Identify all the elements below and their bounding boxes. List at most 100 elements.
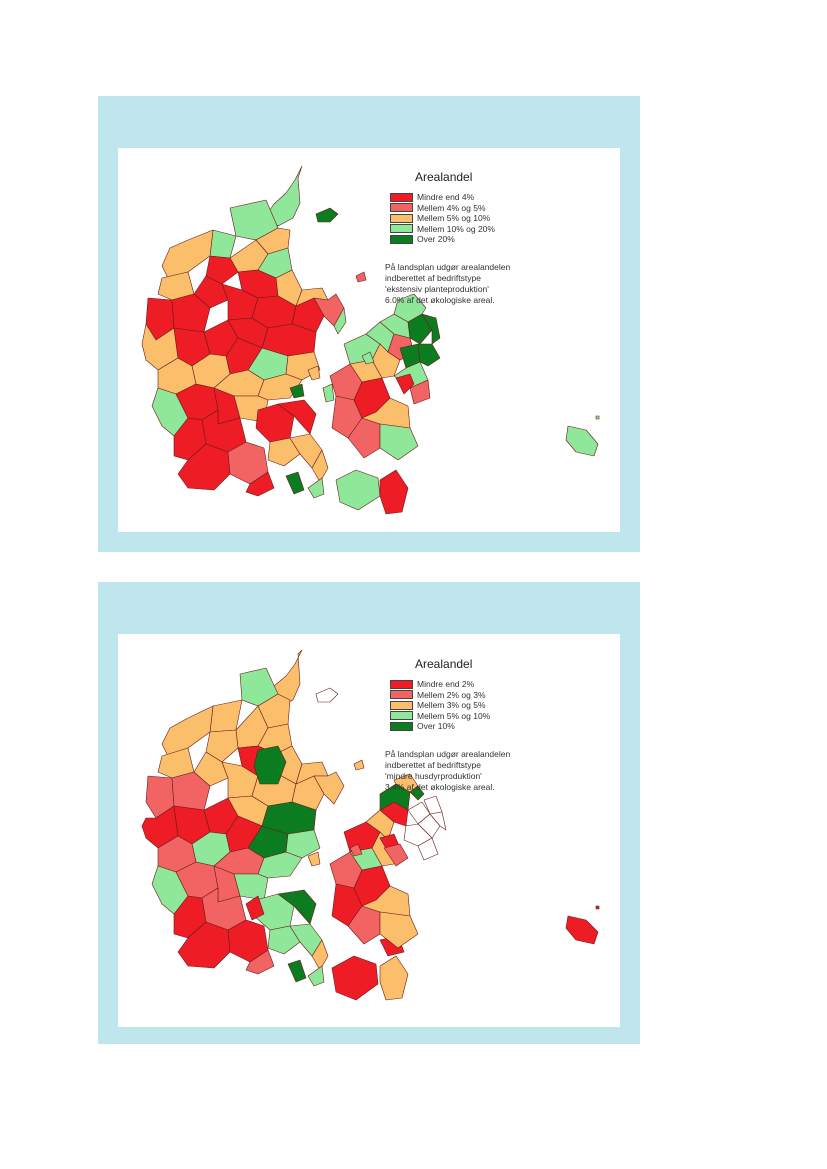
region-mors	[205, 729, 239, 763]
map-card-2: Arealandel Mindre end 2% Mellem 2% og 3%…	[118, 634, 620, 1027]
region-fyn-3	[267, 437, 301, 467]
region-thy	[161, 705, 214, 757]
note-line: 6.0% af det økologiske areal.	[385, 295, 495, 305]
region-falster	[379, 955, 409, 1001]
note-line: indberettet af bedriftstype	[385, 760, 481, 770]
region-aero	[307, 965, 325, 987]
legend-swatch	[390, 679, 413, 689]
note-line: 'mindre husdyrproduktion'	[385, 771, 482, 781]
legend-item: Mellem 5% og 10%	[390, 711, 490, 722]
region-bornholm	[565, 915, 599, 945]
legend-swatch	[390, 700, 413, 710]
region-aero	[307, 477, 325, 499]
region-djursland-3	[313, 771, 345, 805]
region-west-2	[171, 293, 211, 333]
region-south-6	[177, 443, 231, 491]
legend-label: Mellem 5% og 10%	[417, 710, 491, 721]
legend-label: Mellem 2% og 3%	[417, 689, 486, 700]
region-zealand-ne-3	[409, 379, 431, 405]
legend-label: Mellem 10% og 20%	[417, 223, 495, 234]
region-laeso	[315, 207, 339, 223]
map-card-1: Arealandel Mindre end 4% Mellem 4% og 5%…	[118, 148, 620, 532]
note-line: 'ekstensiv planteproduktion'	[385, 284, 489, 294]
region-christianso	[595, 905, 600, 910]
map-note: På landsplan udgør arealandelen indberet…	[385, 262, 565, 306]
region-anholt	[353, 759, 365, 771]
choropleth-map-2	[141, 649, 600, 1001]
legend-item: Mellem 2% og 3%	[390, 690, 490, 701]
region-zealand-south	[379, 423, 419, 461]
region-mors	[205, 255, 239, 285]
region-aarhus-area	[253, 745, 287, 785]
legend: Mindre end 4% Mellem 4% og 5% Mellem 5% …	[390, 192, 495, 245]
legend-swatch	[390, 192, 413, 202]
legend-item: Mindre end 2%	[390, 679, 490, 690]
region-samso	[307, 365, 321, 381]
note-line: På landsplan udgør arealandelen	[385, 262, 511, 272]
legend-swatch	[390, 213, 413, 223]
region-samso	[307, 851, 321, 867]
region-north-3	[209, 229, 237, 259]
region-fyn-small	[287, 959, 307, 983]
region-south-8	[245, 471, 275, 497]
region-anholt	[355, 271, 367, 283]
region-fyn-2	[277, 399, 317, 435]
note-line: indberettet af bedriftstype	[385, 273, 481, 283]
choropleth-map-1	[141, 165, 600, 515]
region-lolland	[331, 955, 379, 1001]
region-zealand-ne-7	[417, 343, 441, 367]
region-bornholm	[565, 425, 599, 457]
region-fyn-5	[311, 939, 329, 971]
legend-item: Over 20%	[390, 234, 495, 245]
legend: Mindre end 2% Mellem 2% og 3% Mellem 3% …	[390, 679, 490, 732]
legend-item: Over 10%	[390, 721, 490, 732]
region-north-zealand-1	[383, 843, 409, 867]
legend-item: Mellem 5% og 10%	[390, 213, 495, 224]
region-west-2	[171, 771, 211, 811]
region-lolland	[335, 469, 381, 511]
map-panel-1: Arealandel Mindre end 4% Mellem 4% og 5%…	[98, 96, 640, 552]
region-south-6	[177, 921, 231, 969]
legend-label: Mellem 5% og 10%	[417, 213, 491, 224]
region-zealand-ne-8	[395, 373, 415, 395]
legend-item: Mellem 3% og 5%	[390, 700, 490, 711]
legend-swatch	[390, 721, 413, 731]
map-panel-2: Arealandel Mindre end 2% Mellem 2% og 3%…	[98, 582, 640, 1044]
legend-swatch	[390, 234, 413, 244]
region-fyn-6	[245, 895, 265, 921]
region-djursland-4	[333, 307, 347, 335]
legend-label: Mellem 4% og 5%	[417, 202, 486, 213]
legend-swatch	[390, 690, 413, 700]
legend-title: Arealandel	[415, 170, 473, 184]
region-cph-6	[429, 811, 447, 831]
region-mid-6	[285, 829, 321, 859]
region-laeso	[315, 687, 339, 703]
note-line: På landsplan udgør arealandelen	[385, 749, 511, 759]
region-fyn-small	[285, 471, 305, 495]
legend-swatch	[390, 224, 413, 234]
region-south-3	[233, 873, 269, 901]
region-south-8	[245, 949, 275, 975]
region-samso-2	[289, 383, 305, 399]
legend-label: Over 20%	[417, 234, 455, 245]
region-fyn-3	[267, 925, 301, 955]
region-christianso	[595, 415, 600, 420]
legend-label: Over 10%	[417, 721, 455, 732]
legend-item: Mellem 4% og 5%	[390, 203, 495, 214]
legend-item: Mellem 10% og 20%	[390, 224, 495, 235]
legend-item: Mindre end 4%	[390, 192, 495, 203]
region-zealand-north-2	[365, 809, 395, 841]
region-north-3	[209, 699, 243, 733]
legend-title: Arealandel	[415, 657, 473, 671]
legend-swatch	[390, 711, 413, 721]
region-zealand-ne-6	[421, 313, 441, 345]
region-falster	[379, 469, 409, 515]
map-note: På landsplan udgør arealandelen indberet…	[385, 749, 565, 793]
region-fyn-east	[322, 383, 335, 403]
legend-label: Mindre end 2%	[417, 679, 475, 690]
note-line: 3.4% af det økologiske areal.	[385, 782, 495, 792]
region-zealand-south	[379, 911, 419, 949]
region-thy	[161, 229, 214, 279]
region-fyn-2	[277, 889, 317, 925]
legend-swatch	[390, 203, 413, 213]
